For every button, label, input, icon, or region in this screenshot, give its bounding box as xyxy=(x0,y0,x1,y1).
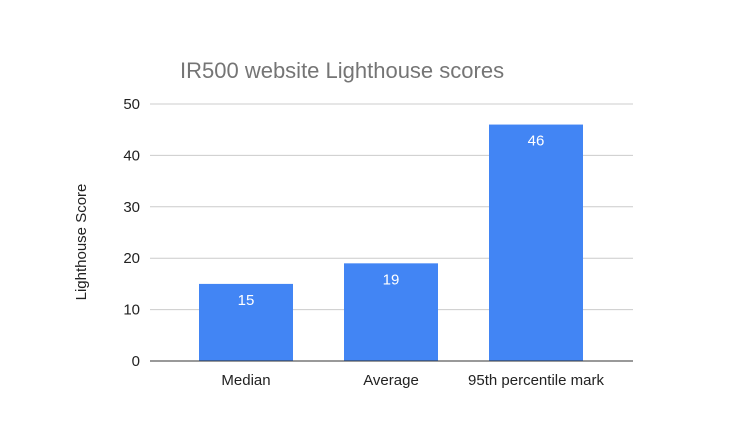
bar xyxy=(344,263,438,361)
x-tick-label: 95th percentile mark xyxy=(468,372,604,389)
chart-title: IR500 website Lighthouse scores xyxy=(180,58,504,83)
x-tick-label: Average xyxy=(363,372,419,389)
bar-data-label: 15 xyxy=(238,292,255,309)
y-axis-ticks: 0 10 20 30 40 50 xyxy=(123,96,140,370)
y-tick-label: 0 xyxy=(132,353,140,370)
y-tick-label: 50 xyxy=(123,96,140,113)
y-tick-label: 40 xyxy=(123,147,140,164)
y-axis-label: Lighthouse Score xyxy=(73,184,90,301)
x-tick-label: Median xyxy=(221,372,270,389)
bar xyxy=(489,124,583,361)
bars: 15 19 46 xyxy=(199,124,583,361)
bar xyxy=(199,283,293,361)
bar-data-label: 19 xyxy=(383,271,400,288)
y-tick-label: 20 xyxy=(123,250,140,267)
x-axis-ticks: Median Average 95th percentile mark xyxy=(221,372,604,389)
y-tick-label: 10 xyxy=(123,302,140,319)
bar-data-label: 46 xyxy=(528,133,545,150)
y-tick-label: 30 xyxy=(123,199,140,216)
